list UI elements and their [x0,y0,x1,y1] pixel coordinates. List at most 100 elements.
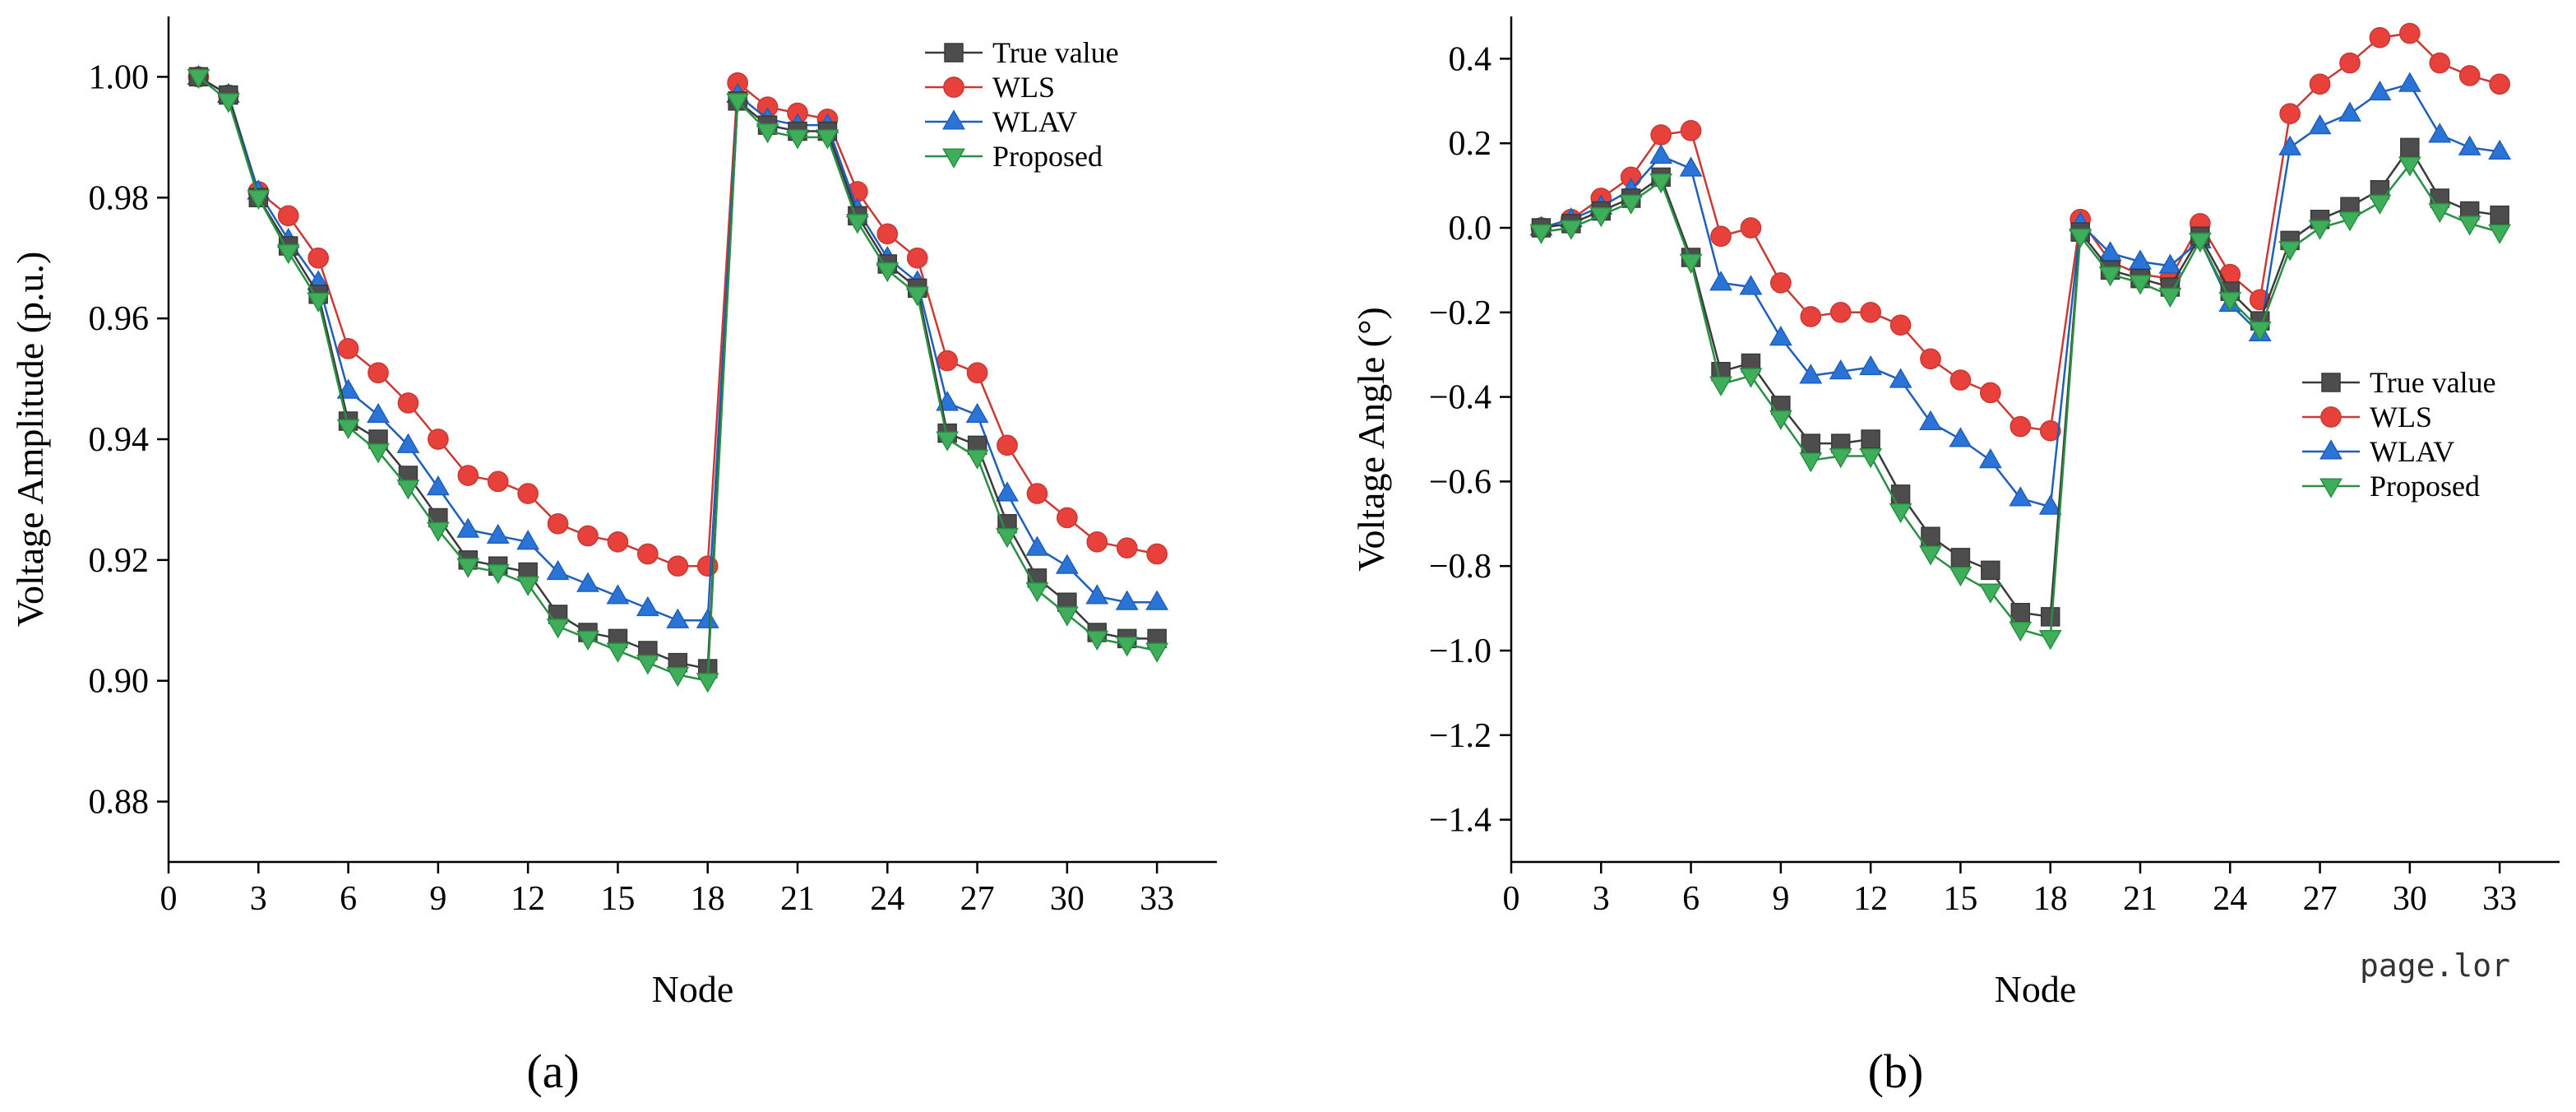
y-tick-label: 0.88 [89,784,150,822]
data-point [2129,249,2152,270]
data-point [1115,590,1139,610]
data-point [2009,486,2033,507]
data-point [2010,602,2031,623]
data-point [2368,80,2392,101]
data-point [368,362,389,384]
data-point [1829,448,1852,469]
y-tick-label: 0.92 [89,542,150,580]
data-point [1919,410,1942,430]
x-axis-label: Node [652,968,734,1010]
legend-marker [2319,439,2342,460]
data-point [2218,291,2242,313]
data-point [1859,448,1883,469]
x-tick-label: 33 [2482,880,2517,918]
data-point [516,530,540,550]
data-point [2069,228,2093,248]
data-point [426,521,450,542]
data-point [965,402,989,424]
data-point [2339,52,2361,74]
data-point [1055,554,1079,574]
data-point [1709,271,1732,291]
y-tick-label: −0.2 [1429,294,1491,332]
data-point [2039,419,2061,442]
data-point [1859,354,1883,376]
data-point [2428,202,2452,224]
data-point [606,642,630,663]
data-point [2458,65,2481,86]
data-point [2098,266,2122,287]
data-point [606,584,630,605]
data-point [997,434,1018,456]
y-axis-label: Voltage Angle (°) [1350,307,1392,572]
data-point [1115,637,1139,657]
data-point [1145,590,1169,610]
data-point [996,481,1019,502]
x-tick-label: 0 [1503,880,1520,918]
data-point [1800,306,1822,327]
data-point [906,247,928,269]
legend-label: WLS [2370,401,2432,433]
data-point [667,555,689,577]
data-point [2458,215,2481,236]
data-point [1146,543,1168,565]
data-point [2098,241,2122,262]
data-point [426,475,450,496]
data-point [2489,73,2510,95]
x-tick-label: 15 [1943,880,1977,918]
data-point [2038,630,2062,651]
y-tick-label: 0.96 [89,300,150,338]
data-point [576,630,599,651]
data-point [965,449,989,470]
data-point [2279,103,2301,125]
legend-label: True value [2370,366,2496,399]
series-line [1541,82,2500,508]
data-point [1771,396,1791,415]
data-point [2308,220,2332,240]
data-point [607,531,629,553]
x-tick-label: 6 [340,880,357,918]
data-point [845,214,869,234]
data-point [367,402,390,424]
data-point [936,431,960,452]
data-point [1739,275,1763,295]
data-point [1949,369,1972,391]
data-point [1619,194,1643,215]
data-point [2338,101,2361,122]
data-point [1529,224,1553,244]
panel-label: (a) [526,1045,579,1098]
x-tick-label: 21 [780,880,815,918]
data-point [1116,537,1138,559]
data-point [1770,271,1792,294]
data-point [2429,52,2451,74]
data-point [2370,179,2390,200]
watermark-text: page.lor [2360,948,2511,984]
data-point [1559,220,1583,240]
data-point [547,512,569,535]
data-point [1055,606,1079,627]
x-tick-label: 24 [870,880,904,918]
data-point [2040,607,2060,627]
data-point [1978,583,2002,604]
y-tick-label: 0.94 [89,421,150,459]
data-point [2278,241,2302,262]
data-point [336,419,360,440]
data-point [1740,217,1762,239]
legend-label: WLAV [992,105,1077,138]
data-point [1889,314,1912,336]
x-axis-label: Node [1995,968,2077,1010]
x-tick-label: 6 [1682,880,1700,918]
y-tick-label: −1.4 [1429,802,1491,840]
x-tick-label: 30 [1050,880,1085,918]
data-point [2428,123,2452,143]
data-point [2398,72,2421,92]
data-point [726,93,750,114]
data-point [1920,348,1941,370]
data-point [636,595,659,617]
x-tick-label: 12 [1853,880,1888,918]
data-point [696,673,719,693]
data-point [1949,427,1972,447]
legend-marker [2319,478,2342,498]
data-point [2158,287,2182,308]
data-point [2458,135,2481,155]
